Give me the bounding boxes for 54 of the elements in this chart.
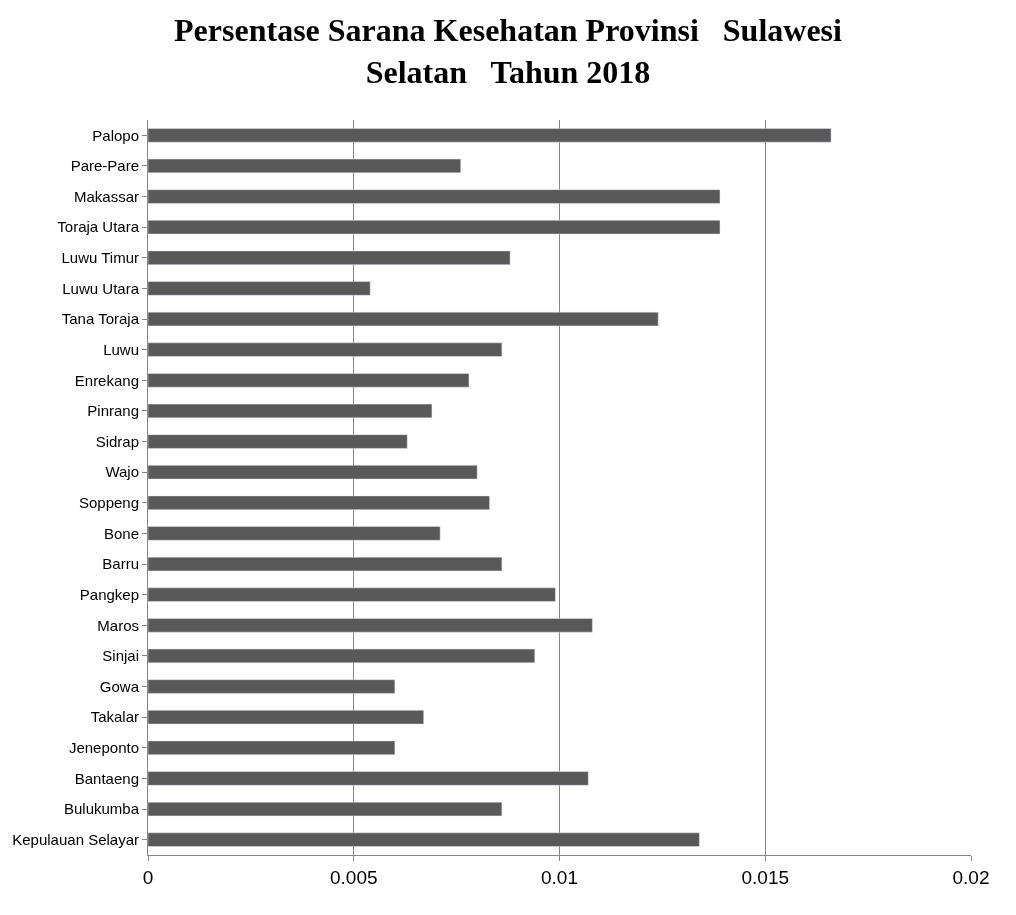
bar — [148, 556, 503, 572]
bar — [148, 771, 589, 786]
y-tick-label: Luwu — [103, 340, 139, 358]
bar — [148, 648, 536, 664]
y-tick-label: Sidrap — [95, 432, 139, 450]
y-tick-label: Kepulauan Selayar — [12, 830, 139, 848]
y-tick-label: Toraja Utara — [57, 218, 140, 236]
bar — [148, 281, 371, 296]
y-tick-label: Makassar — [73, 187, 139, 205]
y-tick-label: Pangkep — [79, 585, 139, 603]
bar — [148, 220, 721, 235]
bar — [148, 311, 659, 327]
bar — [148, 832, 700, 847]
y-tick-label: Pinrang — [87, 402, 139, 420]
bar — [148, 710, 424, 725]
bar — [148, 128, 832, 143]
bar — [148, 373, 470, 388]
y-tick-label: Gowa — [99, 677, 140, 695]
y-tick-label: Bantaeng — [74, 769, 139, 787]
y-tick-label: Bulukumba — [63, 800, 140, 818]
x-tick-label: 0.005 — [329, 866, 378, 888]
bar — [148, 250, 511, 265]
bar — [148, 403, 433, 419]
bar — [148, 587, 556, 602]
y-tick-label: Takalar — [90, 708, 139, 726]
bar — [148, 189, 721, 204]
x-tick-label: 0.02 — [952, 866, 990, 888]
chart-title: Persentase Sarana Kesehatan Provinsi Sulawesi Selatan Tahun 2018 — [174, 12, 843, 90]
y-tick-label: Sinjai — [102, 647, 139, 665]
y-tick-label: Barru — [102, 555, 139, 573]
x-tick-label: 0.015 — [741, 866, 790, 888]
bar — [148, 526, 441, 541]
bar — [148, 342, 503, 357]
y-tick-label: Wajo — [105, 463, 139, 481]
y-tick-label: Maros — [97, 616, 139, 634]
y-tick-label: Luwu Timur — [61, 249, 139, 267]
y-tick-label: Palopo — [92, 126, 139, 144]
bar — [148, 679, 396, 694]
y-tick-label: Tana Toraja — [61, 310, 140, 328]
y-tick-label: Soppeng — [78, 494, 139, 512]
y-tick-label: Enrekang — [74, 371, 139, 389]
x-tick-label: 0.01 — [541, 866, 578, 888]
bar — [148, 801, 503, 817]
y-tick-label: Pare-Pare — [70, 157, 139, 175]
bar — [148, 434, 408, 449]
y-tick-label: Jeneponto — [68, 739, 139, 757]
bar — [148, 465, 478, 480]
y-tick-label: Bone — [103, 524, 139, 542]
bar — [148, 740, 396, 755]
bar — [148, 158, 461, 174]
x-tick-label: 0 — [142, 866, 154, 888]
bar — [148, 618, 593, 633]
y-tick-label: Luwu Utara — [62, 279, 140, 297]
bar — [148, 495, 490, 510]
